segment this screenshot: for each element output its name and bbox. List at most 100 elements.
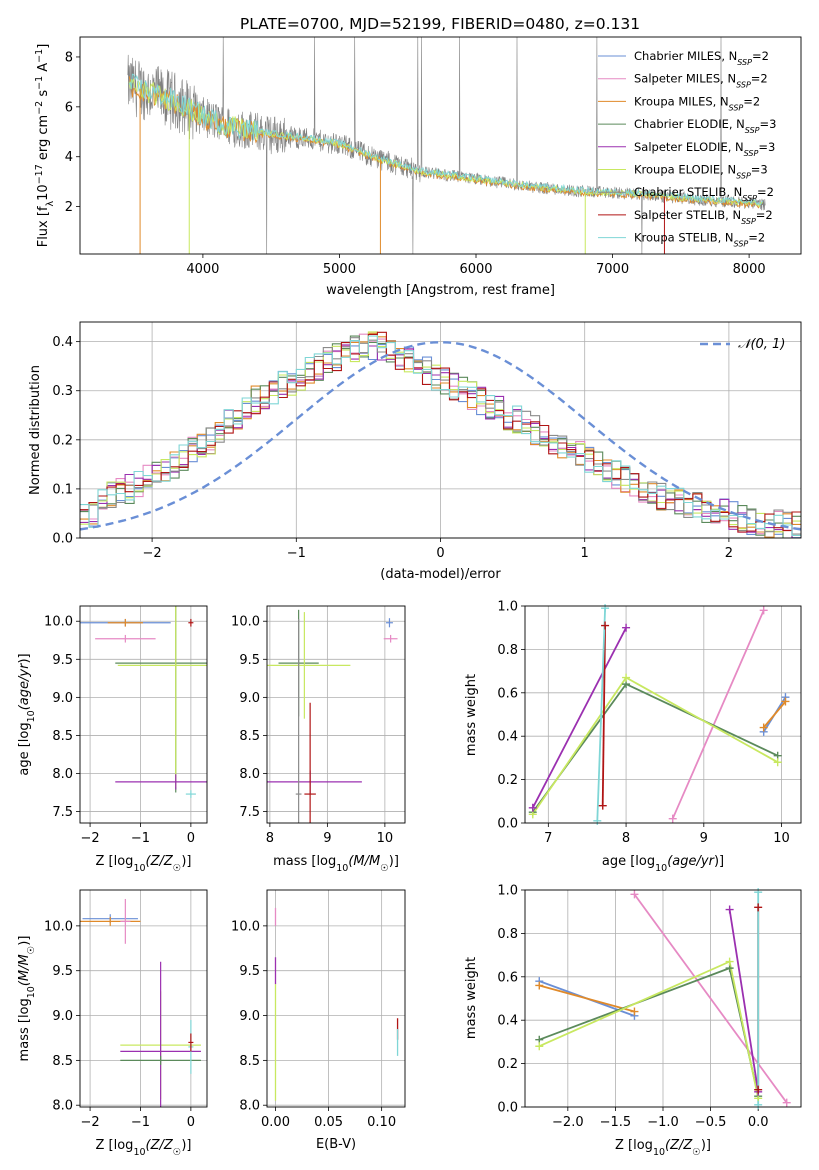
axis-label-part: Z [log xyxy=(96,854,134,869)
y-tick-label: 0.1 xyxy=(52,482,73,497)
legend-subscript: SSP xyxy=(736,80,751,89)
y-tick-label: 0.0 xyxy=(497,817,518,832)
y-axis-label: mass weight xyxy=(464,674,479,756)
axis-label-part: ] xyxy=(36,44,51,49)
legend-subscript: SSP xyxy=(745,126,760,135)
legend-normal: 𝒩(0, 1) xyxy=(738,337,785,352)
x-tick-label: 7000 xyxy=(596,262,629,277)
y-tick-label: 8.5 xyxy=(239,729,260,744)
mass-weight-line xyxy=(538,960,760,1099)
axis-label-part: mass [log xyxy=(17,998,32,1061)
axis-label-part: )] xyxy=(181,1138,191,1153)
panel-mass-weight-vs-Z: −2.0 −1.5 −1.0 −0.5 0.0 0.0 0.2 0.4 0.6 0.8 1.0 Z [… xyxy=(464,884,802,1158)
x-tick-label: 2 xyxy=(725,546,733,561)
x-tick-label: −0.5 xyxy=(695,1115,727,1130)
legend-model-name: Kroupa ELODIE, N xyxy=(634,163,736,177)
axes-frame xyxy=(79,605,208,824)
axis-label: mass [log10(M/M☉)] xyxy=(273,854,399,874)
axis-label-part: (Z/Z xyxy=(146,1138,174,1153)
axis-label-part: −1 xyxy=(34,76,45,90)
panel-age-vs-Z: −2 −1 07.58.08.59.09.510.0Z [log10(Z/Z☉)]a… xyxy=(17,605,208,874)
y-tick-label: 9.5 xyxy=(239,653,260,668)
point-marker xyxy=(630,890,639,899)
y-axis-label: Normed distribution xyxy=(28,365,43,495)
legend-subscript: SSP xyxy=(744,148,759,157)
mass-weight-line xyxy=(596,608,606,821)
y-tick-label: 8 xyxy=(65,50,73,65)
points-area xyxy=(274,907,399,1101)
y-tick-label: 2 xyxy=(65,200,73,215)
y-tick-label: 10.0 xyxy=(231,919,260,934)
x-tick-label: −2 xyxy=(80,831,99,846)
axis-label: Z [log10(Z/Z☉)] xyxy=(96,1138,192,1158)
axis-label: age [log10(age/yr)] xyxy=(17,653,37,775)
legend-entry: Kroupa STELIB, NSSP=2 xyxy=(634,231,765,249)
mass-weight-line xyxy=(539,984,635,1013)
axis-label-part: age [log xyxy=(17,722,32,775)
point-marker xyxy=(725,957,734,966)
residual-histogram xyxy=(80,337,801,535)
mass-weight-line xyxy=(532,682,779,813)
axes-frame xyxy=(79,889,208,1108)
axis-label-part: (Z/Z xyxy=(146,854,174,869)
y-tick-label: 8.0 xyxy=(239,1099,260,1114)
x-tick-label: 9 xyxy=(700,831,708,846)
legend-subscript: SSP xyxy=(734,239,749,248)
axis-label-part: Z [log xyxy=(615,1138,653,1153)
point-marker xyxy=(601,604,610,613)
point-marker xyxy=(725,905,734,914)
y-tick-label: 0.2 xyxy=(497,773,518,788)
y-tick-label: 1.0 xyxy=(497,600,518,615)
legend-nssp: =2 xyxy=(756,208,773,222)
y-tick-label: 8.0 xyxy=(52,1099,73,1114)
axis-label-part: )] xyxy=(701,1138,711,1153)
y-tick-label: 0.2 xyxy=(52,433,73,448)
point-marker xyxy=(535,1042,544,1051)
y-tick-label: 7.5 xyxy=(52,805,73,820)
axis-label-part: 10 xyxy=(653,1147,665,1158)
y-tick-label: 9.0 xyxy=(52,1009,73,1024)
axis-label-part: 10 xyxy=(655,863,667,874)
legend-nssp: =3 xyxy=(758,140,775,154)
panel-residuals: −2 −1 0 1 2 0.0 0.1 0.2 0.3 0.4 𝒩(0, 1) (data-model… xyxy=(28,321,802,582)
legend-entry: Kroupa MILES, NSSP=2 xyxy=(634,94,760,112)
axis-label-part: )] xyxy=(389,854,399,869)
x-tick-label: 5000 xyxy=(323,262,356,277)
y-tick-label: 0.4 xyxy=(497,730,518,745)
legend-nssp: =2 xyxy=(743,94,760,108)
point-marker xyxy=(535,981,544,990)
axis-label-part: )] xyxy=(17,936,32,946)
axis-label-part: −2 xyxy=(34,101,45,115)
axis-label-part: Z [log xyxy=(96,1138,134,1153)
axis-label: Flux [fλ10−17 erg cm−2 s−1 A−1] xyxy=(34,44,56,248)
residual-histogram xyxy=(80,331,801,533)
x-tick-label: −1 xyxy=(131,1115,150,1130)
x-tick-label: 0.00 xyxy=(261,1115,290,1130)
y-tick-label: 0.0 xyxy=(52,532,73,547)
y-tick-label: 10.0 xyxy=(44,919,73,934)
axis-label-part: ☉ xyxy=(380,863,389,874)
x-tick-label: −1.5 xyxy=(600,1115,632,1130)
y-tick-label: 9.0 xyxy=(239,691,260,706)
x-axis-label: E(B-V) xyxy=(316,1137,356,1152)
point-marker xyxy=(622,623,631,632)
panel-spectrum: 4000 5000 6000 7000 8000 2 4 6 8 wavelength [Angs… xyxy=(34,36,802,298)
point-marker xyxy=(754,1085,763,1094)
panel-mass-vs-EBV: 0.00 0.05 0.10 8.0 8.5 9.0 9.5 10.0 E(B-V) xyxy=(231,889,406,1152)
x-tick-label: 8000 xyxy=(733,262,766,277)
point-marker xyxy=(630,1007,639,1016)
y-tick-label: 0.3 xyxy=(52,384,73,399)
x-tick-label: 0.10 xyxy=(367,1115,396,1130)
axis-label-part: 10 xyxy=(133,863,145,874)
lines-area xyxy=(538,892,788,1105)
axis-label-part: age [log xyxy=(602,854,655,869)
x-tick-label: 0 xyxy=(187,831,195,846)
point-marker xyxy=(759,606,768,615)
x-tick-label: 8 xyxy=(622,831,630,846)
x-axis-label: wavelength [Angstrom, rest frame] xyxy=(326,283,555,298)
legend-entry: Salpeter STELIB, NSSP=2 xyxy=(634,208,773,226)
x-tick-label: −1.0 xyxy=(647,1115,679,1130)
legend-nssp: =2 xyxy=(757,185,774,199)
